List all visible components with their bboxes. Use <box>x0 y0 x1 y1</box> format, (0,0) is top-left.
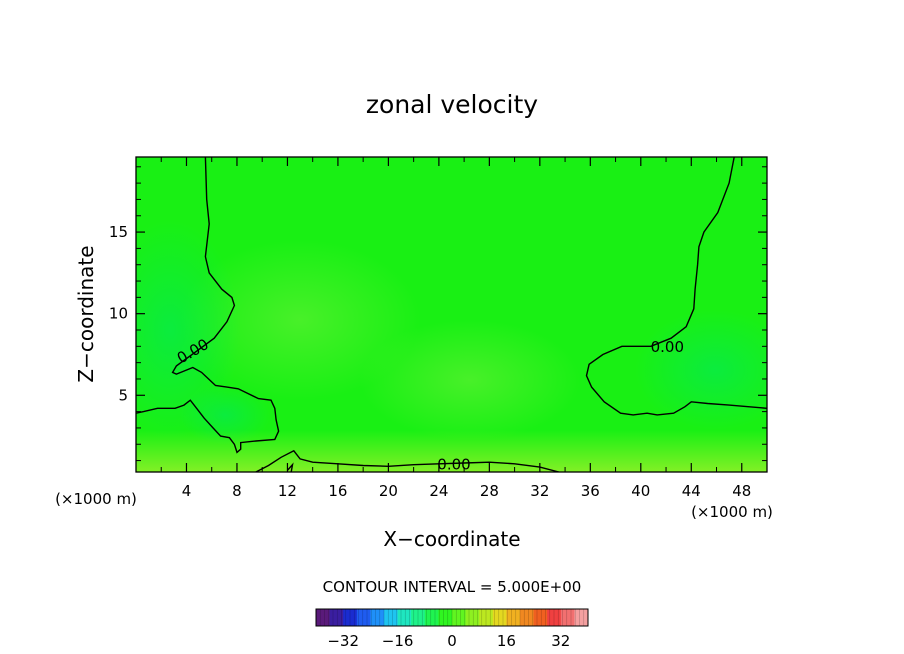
colorbar-swatch <box>492 609 507 626</box>
x-tick-label: 32 <box>530 482 549 500</box>
x-tick-label: 48 <box>732 482 751 500</box>
contour-labels: 0.00 0.00 0.00 <box>174 335 684 474</box>
colorbar-swatch <box>533 609 548 626</box>
colorbar-tick-label: 32 <box>551 632 570 650</box>
colorbar-swatch <box>411 609 426 626</box>
colorbar-swatch <box>465 609 480 626</box>
contour-line-bottom-dip <box>286 462 294 472</box>
x-tick-label: 16 <box>328 482 347 500</box>
heatmap-bottom-band <box>136 430 767 472</box>
colorbar-frame <box>315 608 589 627</box>
colorbar-swatch <box>370 609 385 626</box>
colorbar-swatch <box>506 609 521 626</box>
zero-contours <box>136 157 767 472</box>
plot-frame <box>135 156 768 473</box>
y-axis-label: Z−coordinate <box>74 245 98 382</box>
colorbar-swatch <box>329 609 344 626</box>
colorbar-swatch <box>479 609 494 626</box>
x-axis-label: X−coordinate <box>383 527 520 551</box>
x-tick-label: 12 <box>278 482 297 500</box>
colorbar-swatch <box>384 609 399 626</box>
y-tick-label: 10 <box>109 305 128 323</box>
colorbar-swatch <box>356 609 371 626</box>
x-unit-right: (×1000 m) <box>691 503 773 521</box>
heatmap-region-positive-mid <box>360 320 580 440</box>
contour-label: 0.00 <box>651 338 684 356</box>
colorbar-swatch <box>547 609 562 626</box>
colorbar-tick-label: −16 <box>382 632 414 650</box>
x-axis-ticks: 4 8 12 16 20 24 28 32 36 40 44 48 <box>160 157 751 500</box>
y-tick-label: 5 <box>118 386 128 404</box>
heatmap-field <box>136 157 767 472</box>
x-unit-left: (×1000 m) <box>55 490 137 508</box>
colorbar-swatch <box>520 609 535 626</box>
colorbar-tick-label: 16 <box>497 632 516 650</box>
colorbar-swatch <box>438 609 453 626</box>
colorbar-swatch <box>397 609 412 626</box>
colorbar-swatch <box>574 609 589 626</box>
y-tick-label: 15 <box>109 223 128 241</box>
x-tick-label: 20 <box>379 482 398 500</box>
contour-line-bottom <box>255 449 559 472</box>
colorbar-ticks: −32 −16 0 16 32 <box>327 632 570 650</box>
chart-title: zonal velocity <box>366 90 538 119</box>
colorbar-swatch <box>424 609 439 626</box>
y-axis-ticks: 5 10 15 <box>109 166 767 462</box>
contour-line-left <box>136 157 280 454</box>
contour-line-right <box>585 157 767 416</box>
heatmap-region-negative-right <box>635 310 767 430</box>
x-tick-label: 44 <box>682 482 701 500</box>
colorbar-swatch <box>452 609 467 626</box>
x-tick-label: 28 <box>480 482 499 500</box>
x-tick-label: 40 <box>631 482 650 500</box>
contour-interval-label: CONTOUR INTERVAL = 5.000E+00 <box>323 578 582 596</box>
colorbar-swatch <box>316 609 331 626</box>
colorbar-swatch <box>560 609 575 626</box>
x-tick-label: 8 <box>232 482 242 500</box>
x-tick-label: 4 <box>182 482 192 500</box>
colorbar <box>316 609 589 626</box>
colorbar-swatch <box>343 609 358 626</box>
colorbar-tick-label: 0 <box>447 632 457 650</box>
contour-label: 0.00 <box>437 456 470 474</box>
colorbar-tick-label: −32 <box>327 632 359 650</box>
x-tick-label: 36 <box>581 482 600 500</box>
heatmap-region-positive-center <box>180 240 420 400</box>
x-tick-label: 24 <box>429 482 448 500</box>
